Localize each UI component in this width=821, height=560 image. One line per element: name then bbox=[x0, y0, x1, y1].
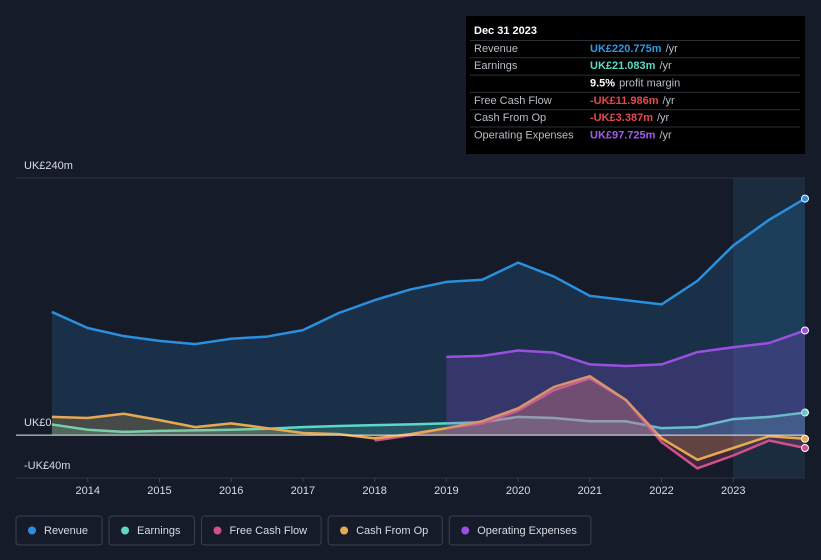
x-tick-label: 2023 bbox=[721, 485, 745, 497]
tooltip-unit: /yr bbox=[657, 112, 670, 124]
tooltip: Dec 31 2023 Revenue UK£220.775m/yr Earnings… bbox=[466, 16, 805, 154]
x-tick-label: 2018 bbox=[362, 485, 386, 497]
tooltip-value: UK£97.725m bbox=[590, 129, 656, 141]
legend-label: Revenue bbox=[44, 525, 88, 537]
plot: -UK£40m UK£0 UK£240m 2014 2015 2016 2017 2018 20… bbox=[16, 160, 809, 497]
x-tick-label: 2017 bbox=[291, 485, 315, 497]
end-point bbox=[801, 408, 809, 417]
tooltip-unit: /yr bbox=[666, 43, 679, 55]
tooltip-value: UK£220.775m bbox=[590, 43, 662, 55]
legend-item[interactable]: Revenue bbox=[15, 515, 103, 546]
area bbox=[446, 330, 805, 436]
legend-box bbox=[448, 515, 592, 546]
legend-label: Operating Expenses bbox=[477, 525, 577, 537]
legend-item[interactable]: Operating Expenses bbox=[448, 515, 592, 546]
legend-item[interactable]: Cash From Op bbox=[327, 515, 443, 546]
end-point bbox=[801, 326, 809, 335]
x-tick-label: 2014 bbox=[75, 485, 99, 497]
legend-dot bbox=[461, 526, 470, 535]
x-tick-label: 2021 bbox=[578, 485, 602, 497]
end-point bbox=[801, 443, 809, 452]
x-tick-label: 2015 bbox=[147, 485, 171, 497]
legend-box bbox=[327, 515, 443, 546]
area bbox=[374, 378, 805, 469]
y-tick-label: UK£0 bbox=[24, 417, 52, 429]
area bbox=[51, 198, 805, 436]
legend: Revenue Earnings Free Cash Flow Cash From O… bbox=[15, 515, 592, 546]
x-tick-label: 2019 bbox=[434, 485, 458, 497]
tooltip-label: Operating Expenses bbox=[474, 129, 574, 141]
highlight-region bbox=[733, 178, 805, 478]
tooltip-label: Free Cash Flow bbox=[474, 95, 552, 107]
legend-box bbox=[15, 515, 103, 546]
legend-label: Earnings bbox=[137, 525, 181, 537]
tooltip-unit: /yr bbox=[663, 95, 676, 107]
tooltip-unit: /yr bbox=[659, 129, 672, 141]
tooltip-box bbox=[466, 16, 805, 154]
legend-dot bbox=[121, 526, 130, 535]
x-tick-label: 2016 bbox=[219, 485, 243, 497]
tooltip-label: Earnings bbox=[474, 60, 518, 72]
line bbox=[51, 197, 806, 346]
legend-item[interactable]: Earnings bbox=[108, 515, 195, 546]
area bbox=[51, 412, 805, 436]
y-tick-label: UK£240m bbox=[24, 160, 73, 172]
tooltip-value: -UK£3.387m bbox=[590, 112, 653, 124]
tooltip-label: 9.5% bbox=[590, 78, 615, 90]
legend-dot bbox=[28, 526, 36, 535]
tooltip-value: -UK£11.986m bbox=[590, 95, 659, 107]
line bbox=[51, 411, 806, 434]
legend-box bbox=[200, 515, 322, 546]
tooltip-value: UK£21.083m bbox=[590, 60, 656, 72]
tooltip-date: Dec 31 2023 bbox=[474, 25, 537, 37]
tooltip-label: Cash From Op bbox=[474, 112, 546, 124]
legend-label: Cash From Op bbox=[356, 525, 428, 537]
legend-box bbox=[108, 515, 195, 546]
legend-dot bbox=[213, 526, 222, 535]
y-tick-label: -UK£40m bbox=[24, 460, 70, 472]
legend-dot bbox=[340, 526, 349, 535]
end-point bbox=[801, 194, 809, 203]
tooltip-value: profit margin bbox=[619, 78, 680, 90]
x-tick-label: 2022 bbox=[649, 485, 673, 497]
legend-item[interactable]: Free Cash Flow bbox=[200, 515, 322, 546]
end-point bbox=[801, 434, 809, 443]
x-tick-label: 2020 bbox=[506, 485, 530, 497]
area bbox=[51, 376, 805, 460]
tooltip-unit: /yr bbox=[659, 60, 672, 72]
tooltip-label: Revenue bbox=[474, 43, 518, 55]
line bbox=[51, 374, 806, 462]
line bbox=[446, 329, 806, 368]
legend-label: Free Cash Flow bbox=[229, 525, 307, 537]
